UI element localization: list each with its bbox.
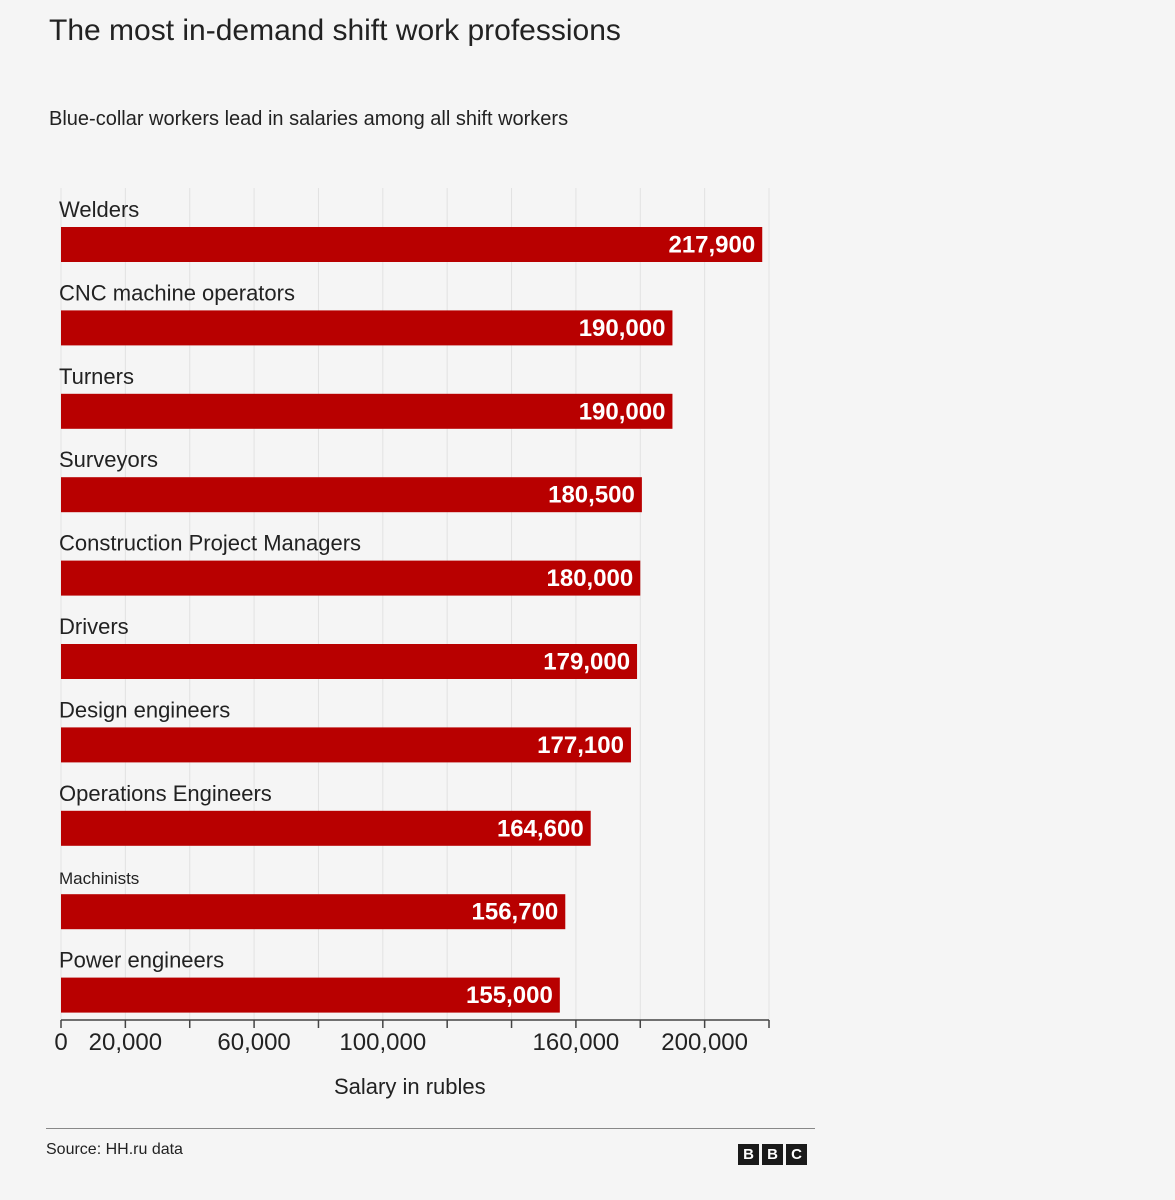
category-label: Operations Engineers <box>59 781 272 806</box>
bbc-logo-letter: C <box>786 1144 807 1165</box>
value-label: 177,100 <box>537 732 624 759</box>
x-tick-label: 160,000 <box>533 1029 620 1056</box>
value-label: 155,000 <box>466 982 553 1009</box>
bar <box>61 894 566 930</box>
bar <box>61 227 763 262</box>
category-label: Turners <box>59 364 134 389</box>
value-label: 180,500 <box>548 482 635 509</box>
x-tick-label: 100,000 <box>339 1029 426 1056</box>
bars: Welders 217,900 CNC machine operators 190,0… <box>59 197 763 1013</box>
x-axis: 0 20,000 60,000 100,000 160,000 200,000 <box>54 1019 770 1056</box>
category-label: Design engineers <box>59 697 230 722</box>
bar <box>61 477 642 513</box>
bar <box>61 644 638 679</box>
bar <box>61 310 673 346</box>
bar <box>61 560 641 596</box>
bbc-logo: B B C <box>738 1144 807 1165</box>
x-tick-label: 60,000 <box>217 1029 290 1056</box>
category-label: Surveyors <box>59 447 158 472</box>
category-label: Welders <box>59 197 139 222</box>
category-label: Construction Project Managers <box>59 531 361 556</box>
bbc-logo-letter: B <box>738 1144 759 1165</box>
value-label: 190,000 <box>579 398 666 425</box>
category-label: Machinists <box>59 869 139 888</box>
source-note: Source: HH.ru data <box>46 1141 183 1158</box>
bbc-logo-letter: B <box>762 1144 783 1165</box>
chart-subtitle: Blue-collar workers lead in salaries amo… <box>49 108 569 130</box>
x-axis-label: Salary in rubles <box>334 1074 486 1099</box>
category-label: CNC machine operators <box>59 280 295 305</box>
value-label: 179,000 <box>543 649 630 676</box>
x-tick-label: 0 <box>54 1029 67 1056</box>
category-label: Power engineers <box>59 948 224 973</box>
footer-divider <box>46 1128 815 1129</box>
bar <box>61 977 560 1013</box>
bar <box>61 727 631 763</box>
chart-title: The most in-demand shift work profession… <box>49 14 621 47</box>
bar <box>61 810 591 846</box>
value-label: 217,900 <box>668 232 755 259</box>
value-label: 190,000 <box>579 315 666 342</box>
bar <box>61 393 673 429</box>
value-label: 180,000 <box>547 565 634 592</box>
value-label: 156,700 <box>472 899 559 926</box>
x-tick-label: 20,000 <box>89 1029 162 1056</box>
category-label: Drivers <box>59 614 129 639</box>
value-label: 164,600 <box>497 815 584 842</box>
x-tick-label: 200,000 <box>661 1029 748 1056</box>
